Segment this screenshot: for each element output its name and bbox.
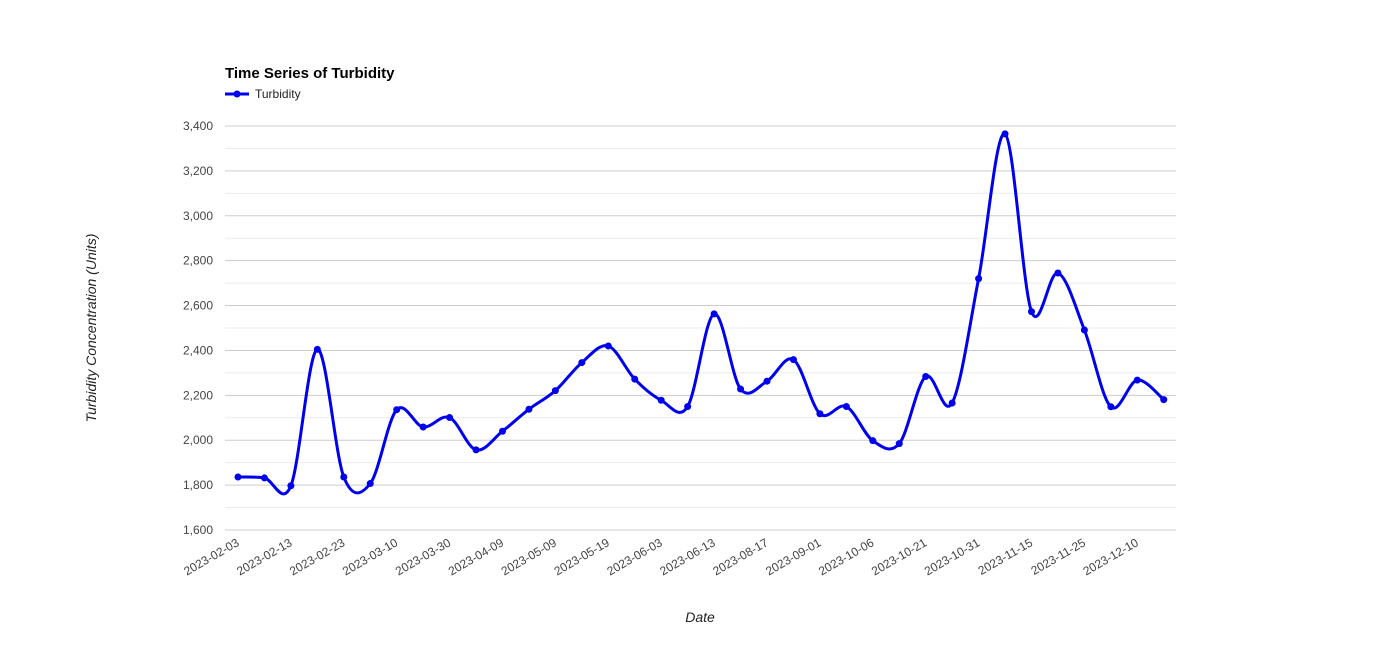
gridlines — [225, 125, 1176, 531]
data-point[interactable] — [234, 473, 242, 481]
legend-label: Turbidity — [255, 87, 301, 101]
data-point[interactable] — [1080, 326, 1088, 334]
data-point[interactable] — [1160, 396, 1168, 404]
x-tick-label: 2023-11-25 — [1029, 535, 1089, 578]
x-tick-label: 2023-05-19 — [552, 535, 612, 578]
y-axis-title: Turbidity Concentration (Units) — [83, 234, 99, 423]
legend-marker — [233, 90, 241, 98]
x-tick-label: 2023-06-03 — [605, 535, 665, 578]
data-point[interactable] — [472, 446, 480, 454]
x-tick-label: 2023-10-31 — [922, 535, 982, 578]
y-tick-label: 1,800 — [183, 478, 213, 492]
data-point[interactable] — [816, 410, 824, 418]
x-tick-label: 2023-10-21 — [869, 535, 929, 578]
y-tick-label: 2,200 — [183, 388, 213, 402]
x-tick-label: 2023-02-23 — [287, 535, 347, 578]
y-tick-label: 2,800 — [183, 254, 213, 268]
x-tick-label: 2023-10-06 — [816, 535, 876, 578]
y-tick-label: 2,600 — [183, 299, 213, 313]
data-point[interactable] — [710, 310, 718, 318]
x-tick-label: 2023-06-13 — [657, 535, 717, 578]
y-tick-label: 3,000 — [183, 209, 213, 223]
data-point[interactable] — [737, 385, 745, 393]
data-point[interactable] — [578, 359, 586, 367]
y-axis-ticks: 1,600 1,800 2,000 2,200 2,400 2,600 2,800 3,000… — [183, 119, 213, 537]
x-tick-label: 2023-12-10 — [1081, 535, 1141, 578]
data-point[interactable] — [393, 406, 401, 414]
x-tick-label: 2023-08-17 — [710, 535, 770, 578]
chart-title: Time Series of Turbidity — [225, 65, 395, 82]
data-point[interactable] — [551, 387, 559, 395]
data-point[interactable] — [789, 356, 797, 364]
data-point[interactable] — [525, 405, 533, 413]
data-point[interactable] — [1028, 308, 1035, 316]
x-tick-label: 2023-02-03 — [181, 535, 241, 578]
data-point[interactable] — [1133, 376, 1141, 384]
y-tick-label: 3,200 — [183, 164, 213, 178]
data-point[interactable] — [763, 377, 771, 385]
y-tick-label: 1,600 — [183, 523, 213, 537]
data-point[interactable] — [499, 427, 506, 435]
data-point[interactable] — [313, 345, 321, 353]
data-point[interactable] — [419, 423, 427, 431]
x-tick-label: 2023-02-13 — [234, 535, 294, 578]
data-point[interactable] — [657, 396, 665, 404]
data-point[interactable] — [604, 342, 612, 350]
y-tick-label: 3,400 — [183, 119, 213, 133]
data-point[interactable] — [446, 414, 454, 422]
data-point[interactable] — [1001, 130, 1009, 138]
data-point[interactable] — [1107, 403, 1115, 411]
x-axis-title: Date — [685, 609, 715, 625]
x-tick-label: 2023-03-10 — [340, 535, 400, 578]
data-point[interactable] — [922, 372, 930, 380]
x-tick-label: 2023-11-15 — [976, 535, 1036, 578]
data-point[interactable] — [366, 480, 374, 488]
x-tick-label: 2023-05-09 — [499, 535, 559, 578]
x-tick-label: 2023-03-30 — [393, 535, 453, 578]
data-point[interactable] — [869, 437, 877, 445]
data-point[interactable] — [260, 474, 268, 482]
data-point[interactable] — [948, 399, 956, 407]
data-point[interactable] — [895, 440, 903, 448]
data-point[interactable] — [842, 403, 850, 411]
data-point[interactable] — [975, 275, 983, 283]
data-point[interactable] — [287, 482, 295, 490]
data-points — [234, 130, 1168, 490]
y-tick-label: 2,400 — [183, 343, 213, 357]
x-tick-label: 2023-09-01 — [763, 535, 823, 578]
data-point[interactable] — [340, 473, 348, 481]
legend: Turbidity — [225, 87, 301, 101]
x-axis-ticks: 2023-02-032023-02-132023-02-232023-03-10… — [181, 535, 1141, 578]
y-tick-label: 2,000 — [183, 433, 213, 447]
data-point[interactable] — [631, 375, 639, 383]
data-point[interactable] — [684, 403, 692, 411]
data-point[interactable] — [1054, 269, 1062, 277]
x-tick-label: 2023-04-09 — [446, 535, 506, 578]
